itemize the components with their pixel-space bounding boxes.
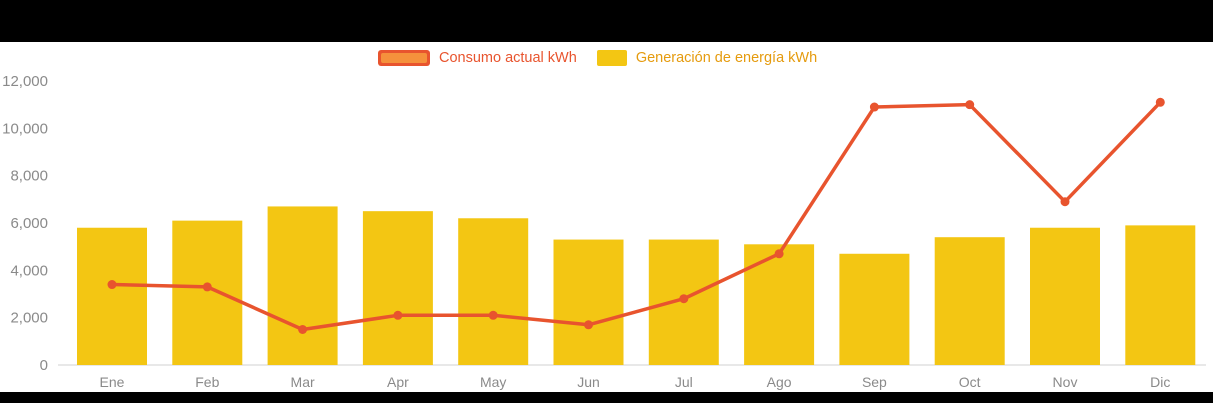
x-tick-label: Ago [767, 374, 792, 390]
bar-Ago [744, 244, 815, 365]
x-tick-label: Oct [959, 374, 981, 390]
y-tick-label: 0 [40, 357, 48, 374]
y-tick-label: 10,000 [2, 120, 48, 137]
x-tick-label: Mar [291, 374, 315, 390]
line-point-Oct [965, 100, 975, 110]
y-tick-label: 12,000 [2, 73, 48, 90]
line-point-Apr [393, 310, 403, 320]
bar-Nov [1030, 227, 1100, 365]
bar-Sep [839, 253, 910, 365]
line-point-Dic [1155, 97, 1165, 107]
generacion-bar-swatch-icon [596, 50, 627, 66]
line-point-Mar [298, 325, 308, 334]
y-tick-label: 2,000 [10, 310, 48, 327]
legend-label-generacion: Generación de energía kWh [635, 50, 818, 66]
x-tick-label: Nov [1053, 374, 1078, 390]
bar-Feb [172, 220, 243, 365]
bar-Mar [267, 206, 338, 365]
legend-item-consumo[interactable]: Consumo actual kWh [378, 50, 577, 66]
line-point-Sep [869, 102, 879, 112]
bar-Apr [362, 211, 433, 365]
line-point-Jul [679, 294, 689, 304]
x-tick-label: Ene [100, 374, 125, 390]
x-tick-label: May [480, 374, 506, 390]
consumo-line [110, 100, 1163, 332]
bar-Oct [934, 237, 1005, 365]
bar-Ene [77, 227, 147, 365]
x-tick-label: Feb [195, 374, 219, 390]
line-point-May [488, 310, 498, 320]
line-point-Ago [774, 249, 784, 259]
x-tick-label: Jul [675, 374, 693, 390]
legend: Consumo actual kWh Generación de energía… [378, 50, 817, 66]
consumo-line-swatch-icon [378, 50, 430, 66]
consumo-swatch-inner [381, 53, 427, 63]
y-tick-label: 4,000 [10, 262, 48, 279]
y-tick-label: 6,000 [10, 215, 48, 232]
x-tick-label: Apr [387, 374, 409, 390]
line-point-Nov [1060, 197, 1070, 207]
legend-item-generacion[interactable]: Generación de energía kWh [596, 50, 818, 66]
bar-Dic [1125, 225, 1196, 365]
legend-label-consumo: Consumo actual kWh [439, 50, 577, 66]
y-tick-label: 8,000 [10, 168, 48, 185]
x-tick-label: Jun [577, 374, 600, 390]
line-point-Ene [107, 280, 117, 290]
x-tick-label: Dic [1150, 374, 1170, 390]
line-point-Jun [584, 320, 593, 330]
bar-May [458, 218, 529, 365]
x-tick-label: Sep [862, 374, 887, 390]
line-point-Feb [202, 282, 212, 292]
bar-Jun [553, 239, 624, 365]
